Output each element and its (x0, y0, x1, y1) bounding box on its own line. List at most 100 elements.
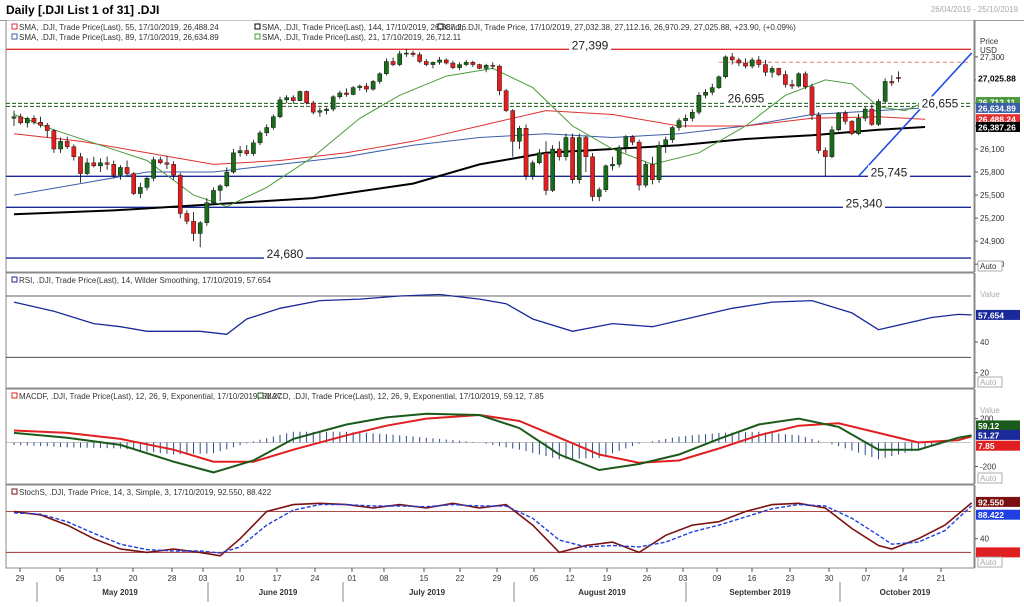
candle (344, 92, 349, 95)
candle (191, 220, 196, 234)
x-day-label: 14 (899, 574, 908, 583)
candle (882, 81, 888, 102)
legend-swatch (11, 488, 18, 495)
candle (756, 59, 762, 65)
candle (350, 87, 356, 95)
candle (184, 213, 190, 222)
candle (729, 56, 735, 61)
title-bar: Daily [.DJI List 1 of 31] .DJI 26/04/201… (0, 0, 1024, 21)
level-label-bg (919, 96, 961, 110)
candle (377, 73, 383, 82)
pane-price (5, 20, 975, 273)
candle (71, 146, 77, 157)
candle (836, 112, 841, 131)
macd-legend-a: MACDF, .DJI, Trade Price(Last), 12, 26, … (19, 392, 282, 401)
candle (271, 116, 276, 128)
candle (616, 147, 622, 165)
x-month-label: September 2019 (729, 588, 791, 597)
x-day-label: 23 (786, 574, 795, 583)
candle (896, 77, 901, 79)
candle (497, 65, 502, 91)
candle (84, 162, 90, 174)
candle (284, 97, 289, 101)
level-label-bg (264, 247, 306, 261)
stoch-legend: StochS, .DJI, Trade Price, 14, 3, Simple… (19, 488, 272, 497)
axis-unit: USD (980, 46, 997, 55)
x-month-label: July 2019 (409, 588, 446, 597)
candle (523, 128, 529, 177)
pane-stoch (5, 484, 975, 569)
candle (543, 152, 549, 191)
candle (424, 61, 429, 65)
level-label: 27,399 (572, 38, 609, 52)
auto-button-stoch (977, 556, 1003, 568)
sma89-line (13, 107, 926, 196)
candle (889, 81, 895, 84)
candle (224, 171, 230, 187)
axis-title: Value (980, 290, 1000, 299)
candle (357, 85, 363, 88)
x-day-label: 20 (129, 574, 138, 583)
stoch-tag-label: 92.550 (978, 497, 1004, 507)
candle (503, 90, 509, 111)
candle (596, 189, 602, 197)
price-tag-label: 26,634.89 (978, 103, 1016, 113)
price-tag-label: 26,488.24 (978, 115, 1016, 125)
candle (716, 76, 722, 88)
x-month-label: August 2019 (578, 588, 626, 597)
legend-text: SMA, .DJI, Trade Price(Last), 55, 17/10/… (19, 23, 219, 32)
candle (749, 59, 755, 67)
candle (557, 148, 562, 157)
pane-rsi (5, 272, 975, 389)
candle (237, 150, 243, 154)
candle (337, 92, 343, 98)
x-month-label: June 2019 (259, 588, 298, 597)
candle (862, 108, 868, 119)
candle (217, 185, 223, 191)
macd-tag-label: 59.12 (978, 421, 1000, 431)
rsi-legend: RSI, .DJI, Trade Price(Last), 14, Wilder… (19, 276, 272, 285)
candle (204, 202, 210, 223)
candle (776, 68, 782, 75)
auto-label: Auto (980, 378, 997, 387)
candle (656, 144, 662, 180)
candle (703, 92, 708, 96)
price-tag (976, 72, 1020, 83)
candle (590, 156, 595, 197)
legend-swatch (437, 23, 444, 30)
candle (696, 95, 702, 113)
candle (124, 167, 130, 174)
candle (397, 53, 403, 65)
x-day-label: 28 (168, 574, 177, 583)
legend-swatch (11, 23, 18, 30)
rsi-tag (976, 309, 1020, 320)
legend-swatch (11, 392, 18, 399)
x-day-label: 16 (748, 574, 757, 583)
candle (849, 121, 855, 134)
candle (64, 141, 70, 147)
candle (769, 68, 775, 73)
candle (291, 97, 296, 101)
level-label: 25,745 (871, 165, 908, 179)
y-tick-label: 25,800 (980, 168, 1005, 177)
stoch-tag (976, 509, 1020, 520)
candle (809, 86, 815, 116)
candle (324, 108, 329, 111)
macd-legend-b: MACD, .DJI, Trade Price(Last), 12, 26, 9… (265, 392, 544, 401)
y-tick-label: 40 (980, 535, 989, 544)
legend-text: Cndl, .DJI, Trade Price, 17/10/2019, 27,… (445, 23, 796, 32)
candle (330, 96, 336, 110)
candle (277, 99, 283, 117)
x-day-label: 12 (566, 574, 575, 583)
x-day-label: 05 (530, 574, 539, 583)
candle (796, 73, 801, 87)
candle (98, 162, 103, 167)
legend-text: SMA, .DJI, Trade Price(Last), 89, 17/10/… (19, 33, 219, 42)
candle (38, 121, 43, 126)
x-day-label: 03 (199, 574, 208, 583)
price-tag (976, 121, 1020, 132)
candle (211, 190, 216, 203)
candle (743, 62, 748, 67)
candle (251, 142, 256, 154)
macd-signal-line (13, 413, 972, 464)
